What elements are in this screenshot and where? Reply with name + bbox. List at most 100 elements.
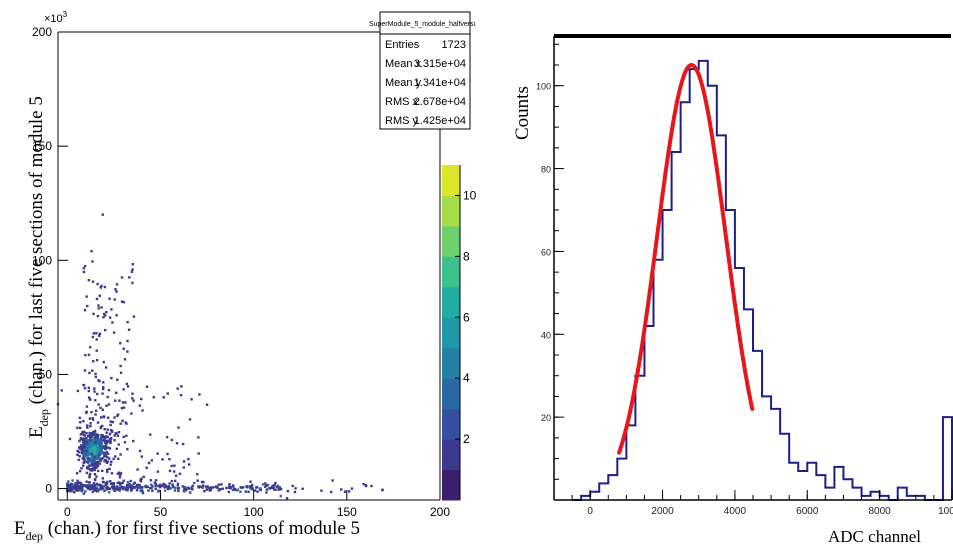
data-point bbox=[149, 433, 152, 436]
data-point bbox=[92, 459, 96, 462]
data-point bbox=[278, 487, 282, 490]
data-point bbox=[110, 308, 113, 311]
data-point bbox=[94, 435, 97, 439]
colorbar-segment bbox=[442, 408, 460, 440]
data-point bbox=[176, 387, 179, 390]
data-point bbox=[151, 485, 154, 488]
data-point bbox=[90, 462, 93, 465]
data-point bbox=[104, 483, 107, 487]
data-point bbox=[263, 485, 267, 488]
data-point bbox=[91, 450, 94, 454]
data-point bbox=[154, 484, 157, 488]
data-point bbox=[114, 455, 117, 458]
stats-box: SuperModule_5_module_halfversus Entries 17… bbox=[369, 11, 476, 130]
data-point bbox=[131, 486, 134, 489]
data-point bbox=[125, 434, 128, 438]
data-point bbox=[92, 454, 95, 458]
data-point bbox=[129, 484, 133, 488]
data-point bbox=[96, 451, 100, 455]
data-point bbox=[116, 472, 120, 475]
data-point bbox=[93, 473, 97, 476]
data-point bbox=[108, 433, 112, 436]
data-point bbox=[174, 474, 178, 477]
data-point bbox=[102, 436, 105, 439]
data-point bbox=[91, 418, 95, 421]
data-point bbox=[95, 482, 98, 486]
data-point bbox=[166, 392, 170, 395]
data-point bbox=[136, 486, 140, 490]
data-point bbox=[115, 283, 119, 286]
data-point bbox=[88, 435, 91, 438]
data-point bbox=[88, 398, 92, 401]
data-point bbox=[197, 452, 200, 455]
data-point bbox=[87, 449, 91, 452]
data-point bbox=[171, 483, 175, 486]
data-point bbox=[273, 483, 276, 487]
data-point bbox=[86, 426, 89, 429]
colorbar-segment bbox=[442, 378, 460, 410]
data-point bbox=[104, 366, 108, 369]
data-point bbox=[103, 328, 107, 332]
data-point bbox=[97, 307, 100, 310]
data-point bbox=[114, 288, 117, 291]
data-point bbox=[108, 297, 111, 300]
data-point bbox=[89, 469, 92, 472]
data-point bbox=[94, 448, 98, 451]
svg-text:Edep (chan.) for last five sec: Edep (chan.) for last five sections of m… bbox=[26, 96, 51, 438]
data-point bbox=[149, 486, 152, 490]
data-point bbox=[104, 481, 108, 485]
data-point bbox=[214, 485, 217, 489]
data-point bbox=[150, 483, 153, 486]
histogram-bars bbox=[572, 59, 953, 501]
data-point bbox=[277, 488, 280, 491]
data-point bbox=[126, 447, 129, 451]
data-point bbox=[112, 457, 115, 461]
data-point bbox=[217, 489, 221, 492]
data-point bbox=[131, 262, 134, 266]
data-point bbox=[201, 484, 205, 487]
data-point bbox=[115, 314, 118, 317]
data-point bbox=[94, 443, 98, 447]
data-point bbox=[91, 443, 95, 447]
data-point bbox=[105, 435, 108, 438]
data-point bbox=[93, 483, 97, 487]
colorbar-tick-label: 6 bbox=[463, 310, 470, 324]
data-point bbox=[95, 446, 99, 449]
data-point bbox=[128, 276, 131, 279]
colorbar-tick-label: 10 bbox=[463, 188, 476, 202]
x-tick-label: 2000 bbox=[651, 506, 674, 517]
data-point bbox=[82, 270, 86, 274]
data-point bbox=[101, 487, 105, 490]
data-point bbox=[126, 385, 130, 388]
data-point bbox=[95, 297, 99, 301]
data-point bbox=[117, 471, 121, 474]
data-point bbox=[93, 462, 96, 465]
stats-value: 1.341e+04 bbox=[414, 77, 466, 89]
data-point bbox=[176, 482, 180, 486]
data-point bbox=[70, 485, 74, 488]
data-point bbox=[170, 479, 174, 483]
data-point bbox=[86, 448, 90, 451]
data-point bbox=[255, 486, 258, 489]
data-point bbox=[101, 381, 105, 384]
colorbar-segment bbox=[442, 256, 460, 288]
data-point bbox=[98, 454, 101, 457]
data-point bbox=[93, 452, 97, 455]
data-point bbox=[86, 457, 90, 460]
colorbar-segment bbox=[442, 317, 460, 349]
data-point bbox=[228, 485, 231, 488]
data-point bbox=[247, 490, 250, 494]
data-point bbox=[93, 468, 96, 472]
data-point bbox=[365, 484, 368, 488]
data-point bbox=[170, 464, 173, 468]
x-tick-label: 150 bbox=[337, 505, 357, 519]
data-point bbox=[173, 464, 176, 467]
data-point bbox=[113, 434, 116, 437]
x-tick-label: 8000 bbox=[869, 506, 892, 517]
data-point bbox=[266, 483, 270, 487]
data-point bbox=[138, 404, 141, 407]
data-point bbox=[86, 434, 90, 438]
data-point bbox=[92, 448, 95, 451]
data-point bbox=[370, 484, 373, 488]
data-point bbox=[269, 486, 273, 490]
